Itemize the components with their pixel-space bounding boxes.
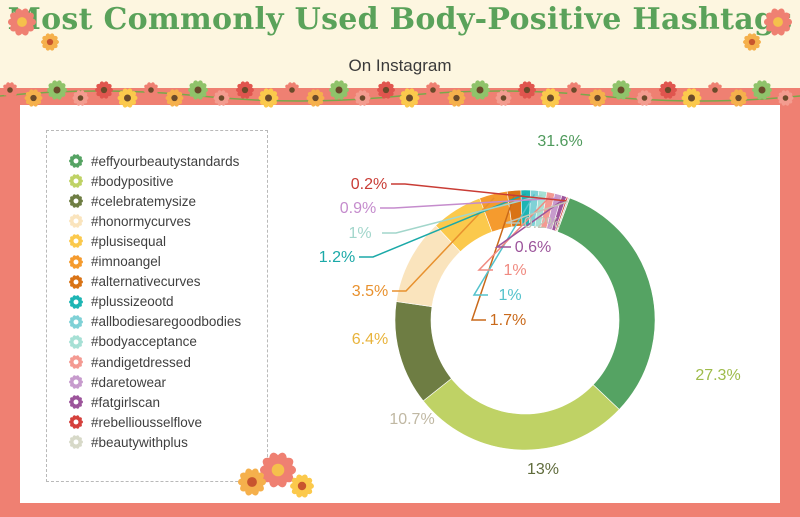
page-subtitle: On Instagram — [348, 56, 452, 75]
flower-icon — [69, 355, 83, 369]
legend-label: #beautywithplus — [91, 434, 188, 450]
leader-line — [382, 194, 543, 234]
legend-item: #plussizeootd — [69, 292, 174, 312]
legend-label: #allbodiesaregoodbodies — [91, 314, 242, 330]
legend-label: #imnoangel — [91, 254, 161, 269]
leader-line — [380, 197, 558, 209]
legend-label: #plussizeootd — [91, 294, 174, 310]
flower-icon — [69, 154, 83, 168]
header-flowers-decoration — [0, 8, 800, 108]
legend-label: #alternativecurves — [91, 274, 201, 290]
leader-line — [391, 183, 567, 202]
legend-item: #beautywithplus — [69, 432, 188, 452]
data-label: 6.4% — [352, 331, 388, 348]
flower-icon — [69, 254, 83, 269]
leader-line — [359, 193, 527, 258]
flower-icon — [69, 315, 83, 329]
data-label: 1% — [498, 287, 521, 304]
flower-icon — [69, 194, 83, 208]
data-label: 0.2% — [351, 176, 387, 193]
flower-icon — [69, 274, 83, 289]
donut-slice — [556, 197, 656, 410]
data-label: 3.5% — [352, 283, 388, 300]
legend-label: #rebelliousselflove — [91, 414, 203, 430]
data-label: 27.3% — [695, 367, 740, 384]
flower-icon — [69, 214, 83, 229]
flower-icon — [69, 375, 83, 389]
leader-line — [472, 193, 536, 296]
data-label: 13% — [527, 461, 559, 478]
data-label: 1% — [503, 262, 526, 279]
legend-label: #honormycurves — [91, 213, 191, 229]
legend-item: #allbodiesaregoodbodies — [69, 312, 241, 332]
flower-icon — [69, 335, 83, 349]
header-banner — [0, 0, 800, 88]
legend-item: #honormycurves — [69, 211, 191, 231]
page-title: Most Commonly Used Body-Positive Hashtag… — [7, 2, 793, 37]
donut-slice — [555, 196, 571, 233]
data-label: 0.2% — [524, 215, 560, 232]
legend-label: #plusisequal — [91, 233, 167, 249]
flower-icon — [69, 234, 83, 249]
leader-line — [494, 199, 564, 248]
donut-slice — [422, 378, 620, 451]
legend-item: #celebratemysize — [69, 191, 196, 211]
legend-item: #bodyacceptance — [69, 332, 197, 352]
bottom-flowers-decoration — [238, 452, 314, 498]
legend-label: #celebratemysize — [91, 193, 197, 209]
legend-item: #daretowear — [69, 372, 166, 392]
flower-icon — [69, 435, 83, 450]
data-label: 0.6% — [515, 239, 551, 256]
legend-item: #plusisequal — [69, 231, 166, 251]
legend-label: #andigetdressed — [91, 354, 191, 370]
legend-label: #bodyacceptance — [91, 334, 197, 350]
legend-item: #fatgirlscan — [69, 392, 160, 412]
legend-item: #bodypositive — [69, 171, 174, 191]
legend-label: #bodypositive — [91, 173, 174, 189]
legend-item: #alternativecurves — [69, 272, 201, 292]
legend-label: #fatgirlscan — [91, 394, 161, 410]
leader-line — [505, 200, 568, 224]
data-label: 1.2% — [319, 249, 355, 266]
legend-label: #daretowear — [91, 374, 167, 390]
data-label: 1.7% — [490, 312, 526, 329]
legend-item: #andigetdressed — [69, 352, 191, 372]
flower-icon — [69, 294, 83, 309]
leader-line — [470, 194, 516, 321]
data-label: 0.9% — [340, 200, 376, 217]
flower-icon — [69, 395, 83, 409]
data-label: 31.6% — [537, 133, 582, 150]
data-label: 1% — [348, 225, 371, 242]
legend-item: #effyourbeautystandards — [69, 151, 239, 171]
data-label: 10.7% — [389, 411, 434, 428]
flower-icon — [69, 174, 83, 188]
legend: #effyourbeautystandards #bodypositive #cel… — [46, 130, 268, 482]
legend-item: #imnoangel — [69, 252, 161, 272]
legend-item: #rebelliousselflove — [69, 412, 202, 432]
leader-line — [392, 197, 495, 292]
flower-icon — [69, 415, 83, 430]
leader-line — [477, 196, 551, 271]
legend-label: #effyourbeautystandards — [91, 153, 240, 169]
